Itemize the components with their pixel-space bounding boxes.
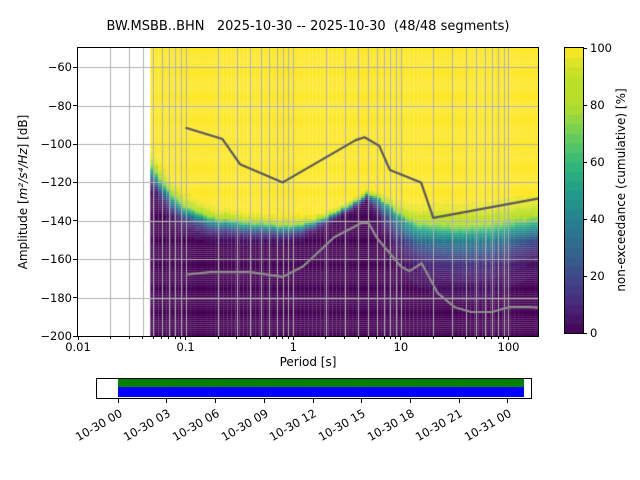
- x-tick-label: 0.01: [65, 340, 91, 354]
- x-tick-mark: [292, 336, 294, 340]
- y-tick-label: −140: [40, 213, 72, 228]
- x-minor-tick-mark: [451, 336, 453, 339]
- colorbar-tick-mark: [583, 275, 587, 277]
- y-tick-label: −100: [40, 137, 72, 151]
- x-tick-label: 10: [393, 340, 409, 354]
- colorbar-tick-label: 80: [590, 98, 605, 112]
- y-tick-mark: [73, 258, 77, 260]
- timeline-tick-label: 10-30 09: [218, 406, 271, 444]
- x-minor-tick-mark: [236, 336, 238, 339]
- x-tick-label: 100: [497, 340, 520, 354]
- timeline-tick-mark: [409, 399, 411, 403]
- timeline-tick-label: 10-30 18: [364, 406, 417, 444]
- y-tick-label: −180: [40, 290, 72, 305]
- timeline-coverage-bar-green: [118, 379, 524, 387]
- x-minor-tick-mark: [142, 336, 144, 339]
- y-tick-mark: [73, 105, 77, 107]
- colorbar-tick-label: 20: [590, 269, 605, 283]
- x-tick-mark: [507, 336, 509, 340]
- x-minor-tick-mark: [276, 336, 278, 339]
- x-minor-tick-mark: [367, 336, 369, 339]
- x-minor-tick-mark: [109, 336, 111, 339]
- x-tick-label: 1: [289, 340, 297, 354]
- x-minor-tick-mark: [475, 336, 477, 339]
- x-minor-tick-mark: [174, 336, 176, 339]
- x-minor-tick-mark: [395, 336, 397, 339]
- plot-frame: [77, 47, 539, 337]
- timeline-tick-mark: [117, 399, 119, 403]
- colorbar-tick-label: 100: [590, 41, 612, 55]
- x-minor-tick-mark: [249, 336, 251, 339]
- x-minor-tick-mark: [217, 336, 219, 339]
- colorbar-tick-mark: [583, 161, 587, 163]
- y-tick-mark: [73, 220, 77, 222]
- y-tick-label: −200: [40, 329, 72, 343]
- ppsd-heatmap-canvas: [78, 48, 538, 336]
- x-minor-tick-mark: [497, 336, 499, 339]
- timeline-tick-label: 10-30 21: [413, 406, 466, 444]
- x-tick-mark: [77, 336, 79, 340]
- colorbar-tick-mark: [583, 218, 587, 220]
- timeline-tick-label: 10-30 12: [267, 406, 319, 444]
- x-axis-label: Period [s]: [279, 355, 337, 369]
- colorbar-tick-label: 60: [590, 155, 605, 169]
- y-axis-label-math: m²/s⁴/Hz: [16, 148, 30, 200]
- timeline-tick-label: 10-31 00: [461, 406, 514, 444]
- plot-title: BW.MSBB..BHN 2025-10-30 -- 2025-10-30 (4…: [106, 19, 510, 34]
- colorbar-tick-mark: [583, 47, 587, 49]
- timeline-tick-label: 10-30 15: [315, 406, 368, 444]
- x-tick-mark: [185, 336, 187, 340]
- y-tick-label: −160: [40, 252, 72, 267]
- colorbar-tick-mark: [583, 104, 587, 106]
- x-minor-tick-mark: [357, 336, 359, 339]
- timeline-tick-label: 10-30 03: [121, 406, 173, 444]
- y-tick-mark: [73, 297, 77, 299]
- timeline-tick-mark: [166, 399, 168, 403]
- timeline-tick-mark: [312, 399, 314, 403]
- x-minor-tick-mark: [484, 336, 486, 339]
- timeline-tick-label: 10-30 06: [169, 406, 222, 444]
- y-tick-mark: [73, 143, 77, 145]
- x-minor-tick-mark: [152, 336, 154, 339]
- timeline-tick-label: 10-30 00: [72, 406, 125, 444]
- y-tick-mark: [73, 335, 77, 337]
- x-minor-tick-mark: [325, 336, 327, 339]
- colorbar-tick-mark: [583, 332, 587, 334]
- x-minor-tick-mark: [432, 336, 434, 339]
- colorbar-tick-label: 0: [590, 326, 598, 340]
- timeline-tick-mark: [361, 399, 363, 403]
- timeline-coverage-bar-blue: [118, 387, 524, 397]
- x-minor-tick-mark: [180, 336, 182, 339]
- x-minor-tick-mark: [383, 336, 385, 339]
- timeline-tick-mark: [263, 399, 265, 403]
- y-tick-label: −60: [47, 60, 72, 75]
- y-tick-mark: [73, 181, 77, 183]
- x-minor-tick-mark: [389, 336, 391, 339]
- timeline-tick-mark: [458, 399, 460, 403]
- x-minor-tick-mark: [344, 336, 346, 339]
- colorbar-label: non-exceedance (cumulative) [%]: [614, 88, 628, 292]
- x-minor-tick-mark: [503, 336, 505, 339]
- x-minor-tick-mark: [287, 336, 289, 339]
- timeline-tick-mark: [507, 399, 509, 403]
- x-tick-mark: [400, 336, 402, 340]
- x-minor-tick-mark: [161, 336, 163, 339]
- x-minor-tick-mark: [128, 336, 130, 339]
- y-tick-mark: [73, 66, 77, 68]
- y-tick-label: −80: [47, 98, 72, 113]
- y-tick-label: −120: [40, 175, 72, 190]
- colorbar-canvas: [565, 48, 583, 333]
- timeline-tick-mark: [215, 399, 217, 403]
- x-minor-tick-mark: [268, 336, 270, 339]
- x-tick-label: 0.1: [176, 340, 195, 354]
- colorbar-tick-label: 40: [590, 212, 605, 226]
- x-minor-tick-mark: [168, 336, 170, 339]
- x-minor-tick-mark: [491, 336, 493, 339]
- colorbar-frame: [564, 47, 584, 334]
- x-minor-tick-mark: [260, 336, 262, 339]
- x-minor-tick-mark: [282, 336, 284, 339]
- x-minor-tick-mark: [376, 336, 378, 339]
- x-minor-tick-mark: [465, 336, 467, 339]
